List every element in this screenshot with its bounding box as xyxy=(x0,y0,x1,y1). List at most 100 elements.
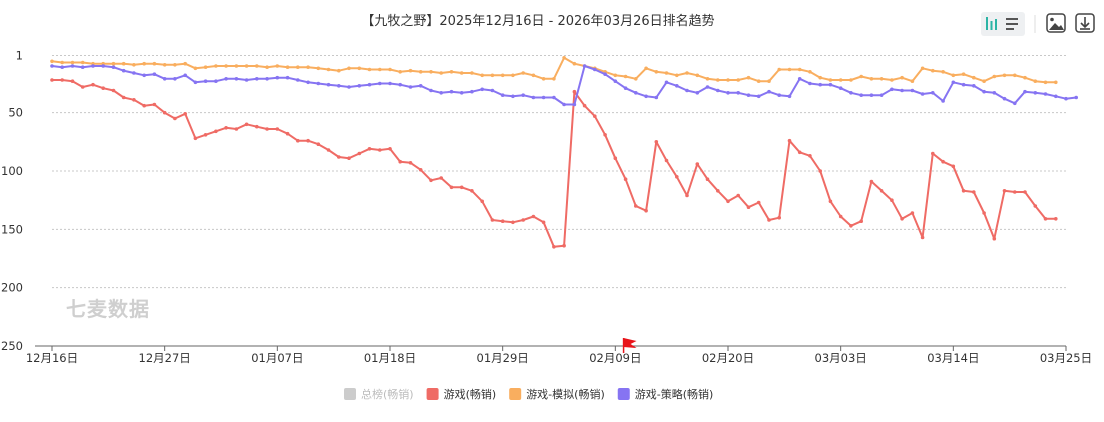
data-point[interactable] xyxy=(531,73,536,78)
data-point[interactable] xyxy=(121,68,126,73)
data-point[interactable] xyxy=(234,77,239,81)
data-point[interactable] xyxy=(490,218,495,222)
list-icon[interactable] xyxy=(1006,18,1018,30)
data-point[interactable] xyxy=(50,59,54,64)
data-point[interactable] xyxy=(767,79,771,83)
data-point[interactable] xyxy=(214,79,218,83)
data-point[interactable] xyxy=(716,189,720,193)
data-point[interactable] xyxy=(828,199,833,204)
data-point[interactable] xyxy=(961,72,966,76)
data-point[interactable] xyxy=(316,142,321,146)
data-point[interactable] xyxy=(695,162,700,166)
data-point[interactable] xyxy=(480,199,485,204)
data-point[interactable] xyxy=(254,77,259,81)
data-point[interactable] xyxy=(50,64,54,68)
data-point[interactable] xyxy=(644,208,648,213)
data-point[interactable] xyxy=(1013,73,1017,78)
data-point[interactable] xyxy=(234,127,239,131)
data-point[interactable] xyxy=(162,110,167,115)
data-point[interactable] xyxy=(992,91,997,95)
data-point[interactable] xyxy=(408,68,413,73)
data-point[interactable] xyxy=(306,138,310,143)
data-point[interactable] xyxy=(275,64,280,68)
data-point[interactable] xyxy=(736,78,740,82)
data-point[interactable] xyxy=(357,151,362,156)
data-point[interactable] xyxy=(1043,92,1048,96)
data-point[interactable] xyxy=(951,73,956,78)
data-point[interactable] xyxy=(152,61,157,66)
data-point[interactable] xyxy=(521,218,525,222)
data-point[interactable] xyxy=(552,245,556,249)
data-point[interactable] xyxy=(869,77,874,81)
data-point[interactable] xyxy=(347,85,351,89)
data-point[interactable] xyxy=(859,219,863,223)
data-point[interactable] xyxy=(777,93,781,97)
data-point[interactable] xyxy=(623,177,628,181)
data-point[interactable] xyxy=(408,161,413,165)
data-point[interactable] xyxy=(797,77,802,81)
data-point[interactable] xyxy=(572,102,577,107)
data-point[interactable] xyxy=(654,70,659,74)
data-point[interactable] xyxy=(634,91,638,95)
data-point[interactable] xyxy=(316,81,321,86)
data-point[interactable] xyxy=(982,79,986,83)
data-point[interactable] xyxy=(296,138,300,143)
data-point[interactable] xyxy=(234,64,239,68)
data-point[interactable] xyxy=(593,67,597,72)
data-point[interactable] xyxy=(418,168,423,172)
data-point[interactable] xyxy=(787,94,792,99)
data-point[interactable] xyxy=(695,73,700,78)
data-point[interactable] xyxy=(900,217,904,221)
data-point[interactable] xyxy=(1013,190,1017,194)
data-point[interactable] xyxy=(80,85,85,89)
data-point[interactable] xyxy=(869,179,874,184)
data-point[interactable] xyxy=(306,80,310,85)
data-point[interactable] xyxy=(142,61,146,66)
data-point[interactable] xyxy=(357,66,362,71)
data-point[interactable] xyxy=(818,75,822,80)
data-point[interactable] xyxy=(337,84,341,88)
data-point[interactable] xyxy=(572,61,577,66)
data-point[interactable] xyxy=(388,67,392,72)
data-point[interactable] xyxy=(756,79,761,83)
data-point[interactable] xyxy=(746,93,751,97)
data-point[interactable] xyxy=(972,84,976,88)
data-point[interactable] xyxy=(449,70,454,74)
data-point[interactable] xyxy=(101,64,105,68)
data-point[interactable] xyxy=(552,77,556,81)
data-point[interactable] xyxy=(736,193,740,198)
data-point[interactable] xyxy=(1002,189,1007,193)
data-point[interactable] xyxy=(152,72,157,76)
legend-item[interactable]: 游戏-策略(畅销) xyxy=(617,387,714,401)
flag-marker[interactable] xyxy=(622,338,637,353)
data-point[interactable] xyxy=(60,65,64,69)
data-point[interactable] xyxy=(521,71,525,75)
data-point[interactable] xyxy=(183,112,187,116)
data-point[interactable] xyxy=(828,82,833,87)
data-point[interactable] xyxy=(398,159,403,164)
legend-item[interactable]: 总榜(畅销) xyxy=(344,387,414,401)
data-point[interactable] xyxy=(121,95,126,100)
data-point[interactable] xyxy=(1064,96,1068,101)
data-point[interactable] xyxy=(203,133,208,137)
data-point[interactable] xyxy=(337,155,341,159)
data-point[interactable] xyxy=(623,86,628,90)
data-point[interactable] xyxy=(849,78,853,82)
data-point[interactable] xyxy=(920,92,925,96)
data-point[interactable] xyxy=(224,77,228,81)
data-point[interactable] xyxy=(531,95,536,100)
data-point[interactable] xyxy=(644,94,648,99)
data-point[interactable] xyxy=(285,75,290,80)
data-point[interactable] xyxy=(306,65,310,69)
data-point[interactable] xyxy=(244,78,249,82)
data-point[interactable] xyxy=(480,87,485,92)
data-point[interactable] xyxy=(316,66,321,71)
data-point[interactable] xyxy=(1043,217,1048,221)
data-point[interactable] xyxy=(726,91,730,95)
data-point[interactable] xyxy=(367,147,372,151)
data-point[interactable] xyxy=(838,86,843,90)
data-point[interactable] xyxy=(265,77,269,81)
data-point[interactable] xyxy=(787,67,792,72)
data-point[interactable] xyxy=(142,103,146,108)
data-point[interactable] xyxy=(767,89,771,94)
